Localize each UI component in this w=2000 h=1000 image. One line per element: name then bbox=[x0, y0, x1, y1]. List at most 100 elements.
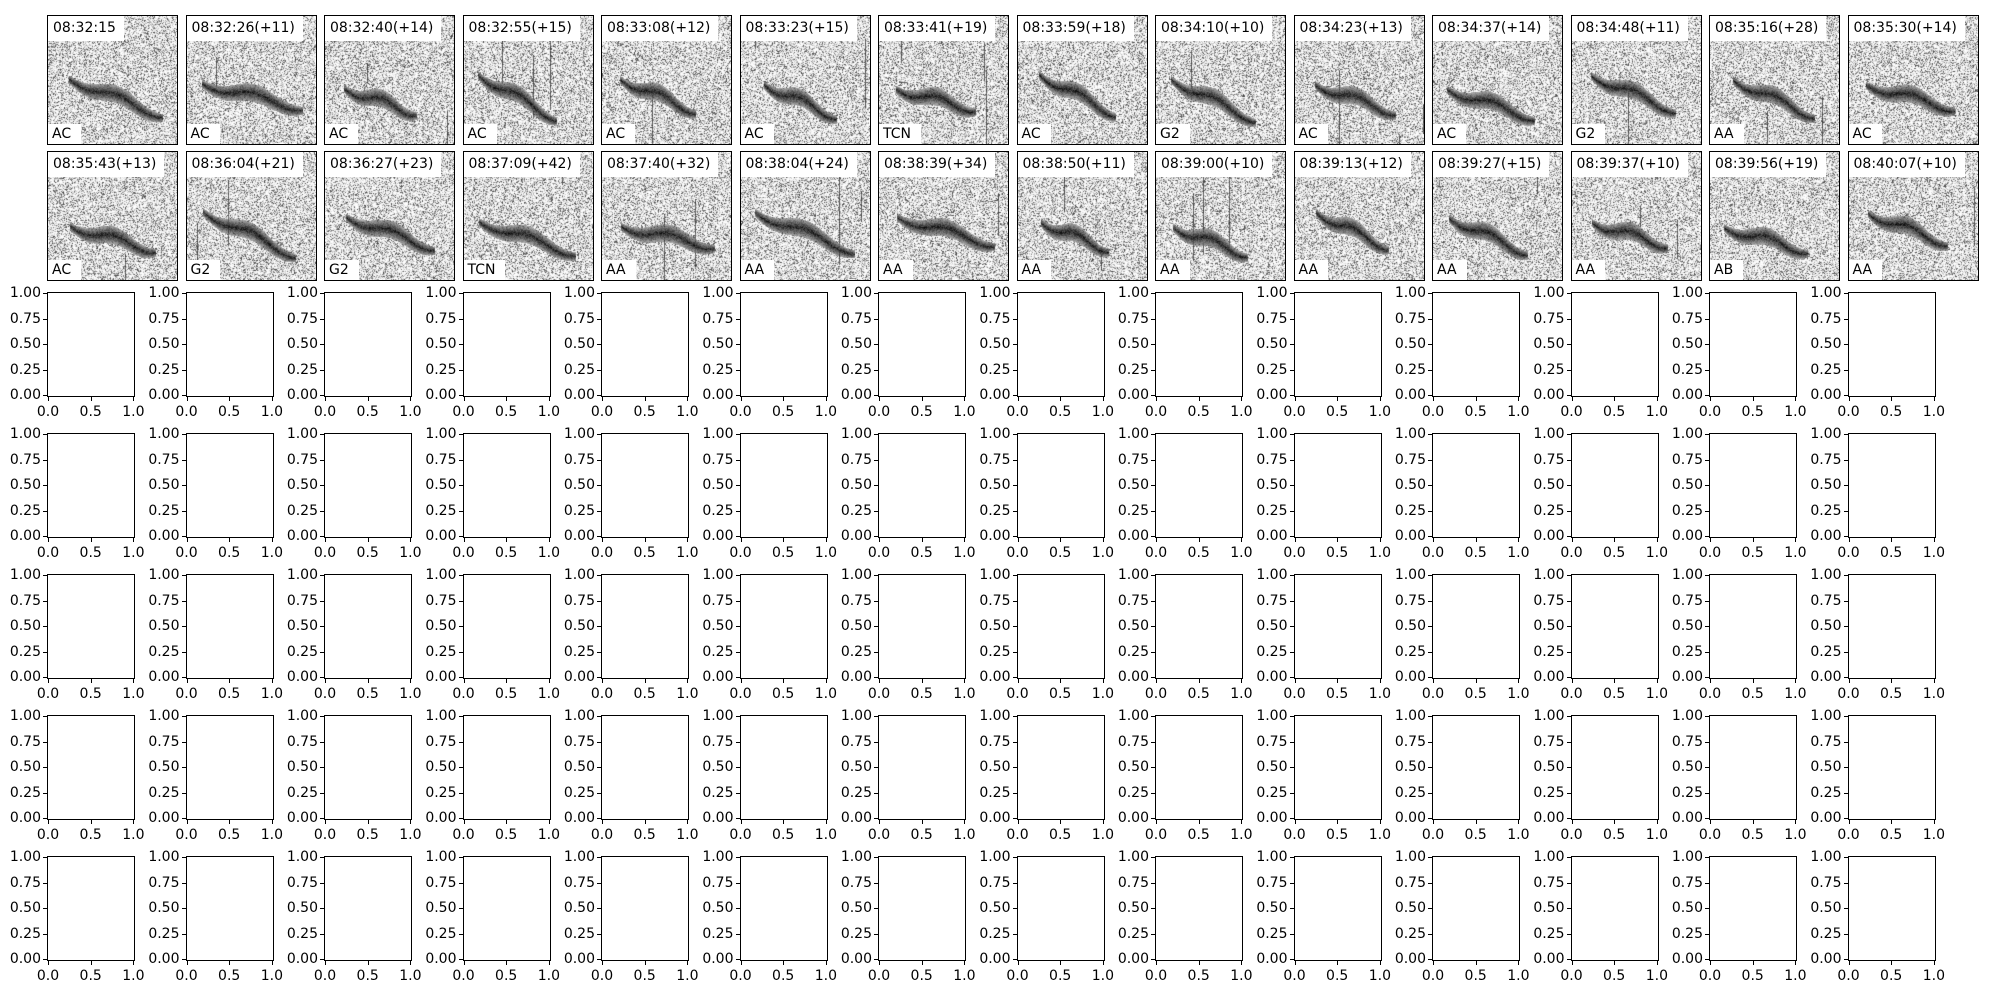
x-tick-label: 0.0 bbox=[452, 968, 475, 984]
y-tick-label: 0.50 bbox=[1810, 477, 1842, 494]
y-tick-label: 0.00 bbox=[9, 951, 41, 968]
y-tick-label: 0.50 bbox=[840, 336, 872, 353]
x-tick bbox=[783, 396, 785, 401]
empty-axes: 0.00 0.25 0.50 0.75 1.00 0.0 0.5 1.0 bbox=[1533, 427, 1668, 560]
y-tick-label: 0.75 bbox=[563, 733, 595, 750]
x-tick-label: 0.5 bbox=[1464, 686, 1487, 702]
y-tick bbox=[1012, 536, 1018, 538]
y-tick bbox=[1843, 677, 1849, 679]
y-tick bbox=[181, 293, 187, 294]
x-tick bbox=[506, 678, 508, 683]
y-tick bbox=[735, 293, 741, 294]
x-tick bbox=[1156, 396, 1157, 401]
x-tick-label: 0.5 bbox=[772, 404, 795, 420]
panel-timestamp: 08:40:07(+10) bbox=[1848, 152, 1965, 177]
x-tick bbox=[1656, 396, 1658, 401]
y-tick-label: 0.00 bbox=[1533, 951, 1565, 968]
x-tick bbox=[1475, 678, 1477, 683]
x-tick bbox=[921, 537, 923, 542]
y-tick-label: 0.75 bbox=[9, 733, 41, 750]
spectrogram-panel: 08:32:15 AC bbox=[47, 15, 178, 145]
x-tick-label: 1.0 bbox=[1091, 404, 1115, 420]
y-tick-label: 0.25 bbox=[1117, 925, 1149, 942]
y-tick-label: 1.00 bbox=[286, 426, 318, 442]
y-tick-label: 0.25 bbox=[1256, 361, 1288, 378]
y-tick-label: 0.75 bbox=[1533, 874, 1565, 891]
panel-timestamp: 08:39:37(+10) bbox=[1571, 152, 1688, 177]
panel-class-label: AC bbox=[1294, 124, 1328, 144]
y-tick-label: 0.75 bbox=[1671, 874, 1703, 891]
x-tick-label: 0.5 bbox=[1049, 404, 1072, 420]
y-tick-label: 0.25 bbox=[563, 643, 595, 660]
y-tick-label: 0.25 bbox=[286, 502, 318, 519]
x-tick-label: 0.0 bbox=[1560, 968, 1583, 984]
y-tick-label: 0.25 bbox=[702, 784, 734, 801]
spectrogram-panel: 08:35:16(+28) AA bbox=[1709, 15, 1840, 145]
y-tick-label: 0.00 bbox=[563, 951, 595, 968]
y-tick-label: 0.00 bbox=[1117, 528, 1149, 545]
y-tick-label: 0.75 bbox=[840, 451, 872, 468]
y-tick-label: 0.50 bbox=[1394, 900, 1426, 917]
y-tick bbox=[1705, 293, 1710, 294]
y-tick bbox=[320, 651, 325, 653]
y-tick-label: 0.75 bbox=[1533, 592, 1565, 609]
y-tick bbox=[1566, 959, 1572, 961]
x-tick-label: 0.0 bbox=[1283, 827, 1306, 843]
x-tick-label: 0.0 bbox=[867, 827, 891, 843]
x-tick bbox=[1379, 960, 1381, 965]
y-tick bbox=[1843, 459, 1849, 461]
y-tick-label: 1.00 bbox=[286, 849, 318, 865]
y-tick bbox=[1289, 882, 1295, 884]
empty-axes: 0.00 0.25 0.50 0.75 1.00 0.0 0.5 1.0 bbox=[1118, 709, 1253, 842]
y-tick-label: 1.00 bbox=[148, 285, 180, 301]
x-tick bbox=[229, 819, 231, 824]
x-tick-label: 0.5 bbox=[1603, 545, 1626, 561]
y-tick-label: 1.00 bbox=[1256, 708, 1288, 724]
y-tick-label: 0.50 bbox=[1810, 900, 1842, 917]
y-tick-label: 0.25 bbox=[148, 784, 180, 801]
y-tick bbox=[735, 651, 741, 653]
x-tick-label: 0.0 bbox=[729, 827, 752, 843]
x-tick bbox=[687, 819, 689, 824]
x-tick bbox=[548, 396, 550, 401]
x-tick-label: 0.5 bbox=[218, 545, 241, 561]
y-tick-label: 0.00 bbox=[425, 387, 457, 404]
y-tick-label: 0.75 bbox=[1256, 733, 1288, 750]
y-tick bbox=[1289, 741, 1295, 743]
y-tick bbox=[597, 818, 602, 820]
y-tick-label: 1.00 bbox=[425, 708, 457, 724]
y-tick bbox=[1843, 882, 1849, 884]
x-tick-label: 0.5 bbox=[1603, 686, 1626, 702]
empty-axes: 0.00 0.25 0.50 0.75 1.00 0.0 0.5 1.0 bbox=[10, 568, 145, 701]
y-tick bbox=[458, 651, 464, 653]
y-tick bbox=[1843, 293, 1849, 294]
x-tick bbox=[367, 396, 369, 401]
x-tick bbox=[1379, 537, 1381, 542]
x-tick bbox=[1198, 537, 1200, 542]
x-tick-label: 0.5 bbox=[1326, 686, 1349, 702]
y-tick-label: 0.25 bbox=[1394, 502, 1426, 519]
y-tick bbox=[1289, 626, 1295, 628]
y-tick-label: 1.00 bbox=[1533, 708, 1565, 724]
empty-axes: 0.00 0.25 0.50 0.75 1.00 0.0 0.5 1.0 bbox=[1256, 709, 1391, 842]
x-tick bbox=[133, 678, 135, 683]
y-tick-label: 1.00 bbox=[1533, 567, 1565, 583]
y-tick bbox=[1151, 459, 1156, 461]
y-tick-label: 1.00 bbox=[1256, 426, 1288, 442]
y-tick-label: 0.25 bbox=[1533, 361, 1565, 378]
y-tick bbox=[1843, 510, 1849, 512]
y-tick bbox=[1705, 369, 1710, 371]
y-tick bbox=[1151, 434, 1156, 435]
y-tick bbox=[458, 857, 464, 858]
y-tick bbox=[1289, 536, 1295, 538]
x-tick bbox=[1795, 960, 1797, 965]
x-tick bbox=[921, 960, 923, 965]
y-tick bbox=[320, 293, 325, 294]
x-tick-label: 0.0 bbox=[1837, 968, 1860, 984]
y-tick-label: 0.50 bbox=[563, 336, 595, 353]
x-tick-label: 0.5 bbox=[495, 404, 518, 420]
spectrogram-panel: 08:37:40(+32) AA bbox=[601, 151, 732, 281]
y-tick bbox=[1843, 792, 1849, 794]
y-tick bbox=[1428, 293, 1433, 294]
panel-timestamp: 08:34:10(+10) bbox=[1156, 16, 1273, 41]
